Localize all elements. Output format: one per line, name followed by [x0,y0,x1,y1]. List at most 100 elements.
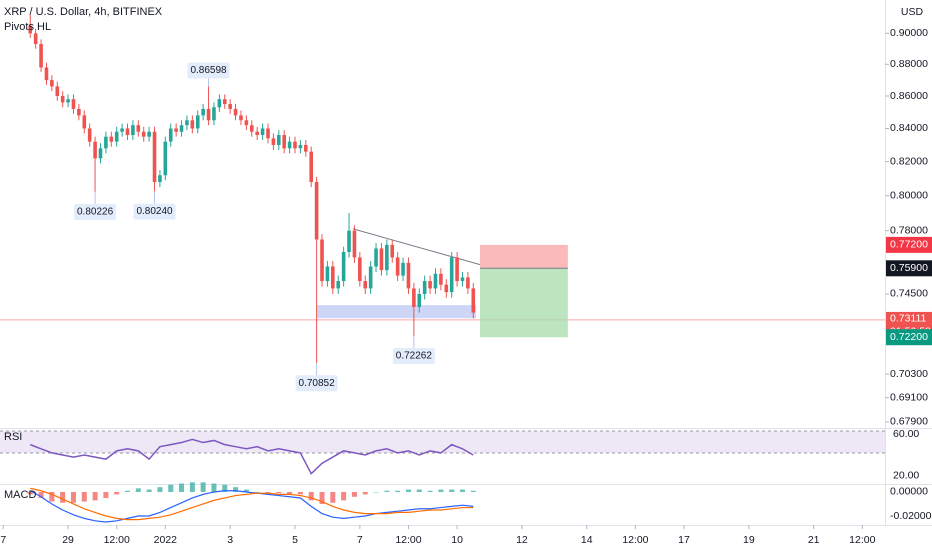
y-tick-label: 0.74500 [890,288,928,300]
macd-histogram [125,490,131,492]
plot-layer: 0.90000 0.88000 0.86000 0.84000 0.82000 0.800… [0,15,932,546]
candle-body [309,151,314,183]
pivot-box [187,62,230,79]
candle-body [217,99,222,108]
y-tick-label: 0.82000 [890,155,928,167]
pivot-box [133,203,176,220]
stop-zone [480,244,568,269]
macd-tick-label: -0.02000 [890,510,932,522]
macd-histogram [81,491,87,502]
candle-body [304,144,308,152]
x-tick-label: 12:00 [622,534,648,546]
candle-body [293,141,297,149]
candle-body [401,262,405,276]
macd-histogram [416,489,422,492]
candle-body [168,128,173,142]
candle-body [379,248,384,271]
candle-body [471,288,476,313]
x-tick-label: 29 [62,534,74,546]
candle-body [341,252,346,282]
candle-body [104,136,108,149]
candle-body [125,128,130,136]
candle-body [163,141,168,176]
candle-body [331,266,335,289]
candle-body [460,277,465,282]
y-tick-label: 0.86000 [890,90,928,102]
candle-body [55,86,60,97]
x-tick-label: 21 [808,534,820,546]
candle-body [336,281,341,289]
candle-body [206,108,211,121]
y-tick-label: 0.84000 [890,122,928,134]
rsi-name: RSI [4,431,22,443]
candle-body [266,128,270,139]
x-tick-label: 7 [357,534,363,546]
candle-body [449,257,454,293]
candle-body [114,131,119,142]
candle-body [260,128,265,136]
stop-label: 0.77200 [890,239,928,251]
macd-histogram [276,491,282,494]
candle-body [255,131,259,136]
candle-body [271,138,276,145]
candle-body [179,125,184,132]
macd-histogram [70,491,76,503]
x-tick-label: 5 [292,534,298,546]
candle-body [33,33,38,45]
macd-histogram [168,484,174,492]
macd-histogram [362,491,368,495]
candle-body [276,135,281,145]
candle-body [239,115,243,121]
rsi-line [29,438,474,475]
candle-body [368,266,373,289]
macd-histogram [373,491,379,493]
candle-body [282,135,286,149]
stop-label-box [886,236,932,253]
candle-body [320,239,324,282]
macd-histogram [287,491,293,495]
candle-body [174,128,178,132]
candle-body [71,99,76,109]
candle-body [77,108,81,116]
candle-body [158,175,162,183]
macd-histogram [395,490,401,492]
macd-histogram [200,482,206,492]
candle-body [147,131,151,137]
candle-body [466,277,470,289]
candle-body [314,182,319,240]
x-tick-label: 10 [451,534,463,546]
candle-body [66,99,70,103]
x-tick-label: 17 [678,534,690,546]
candle-body [244,120,249,126]
x-tick-label: 3 [227,534,233,546]
x-tick-label: 2022 [154,534,178,546]
y-tick-label: 0.78000 [890,224,928,236]
macd-histogram [297,491,303,495]
candle-body [406,262,411,289]
candle-body [60,96,65,103]
candle-body [136,125,141,132]
candle-body [109,136,114,142]
candle-body [287,141,292,149]
pivot-box [74,203,117,220]
macd-histogram [114,491,120,495]
macd-histogram [60,491,66,503]
macd-histogram [92,491,98,501]
x-tick-label: 7 [0,534,6,546]
candle-body [82,115,87,129]
macd-tick-label: 0.00000 [890,486,928,498]
macd-histogram [384,490,390,492]
rsi-tick-label: 60.00 [893,428,919,440]
pivot-label: 0.86598 [190,65,227,76]
candle-body [298,144,303,149]
candle-body [444,284,449,293]
candle-body [249,125,254,132]
candle-body [212,107,216,121]
pivot-label: 0.70852 [299,378,336,389]
candle-body [385,244,389,271]
candle-body [39,44,43,68]
target-zone [480,268,568,338]
candle-body [120,128,124,132]
candle-body [347,230,351,253]
